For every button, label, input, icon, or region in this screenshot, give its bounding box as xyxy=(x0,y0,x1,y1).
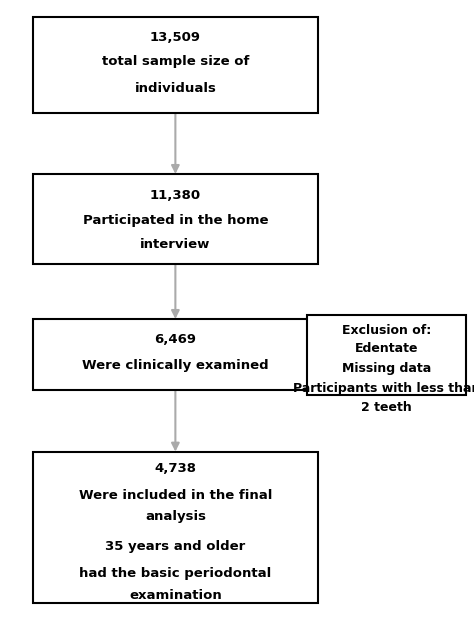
Text: Were clinically examined: Were clinically examined xyxy=(82,359,269,373)
Text: examination: examination xyxy=(129,589,222,602)
Text: analysis: analysis xyxy=(145,510,206,523)
Text: individuals: individuals xyxy=(135,81,216,95)
FancyBboxPatch shape xyxy=(33,452,318,603)
Text: Missing data: Missing data xyxy=(342,362,431,375)
Text: Participated in the home: Participated in the home xyxy=(82,213,268,227)
Text: 13,509: 13,509 xyxy=(150,30,201,44)
Text: 35 years and older: 35 years and older xyxy=(105,539,246,553)
Text: Were included in the final: Were included in the final xyxy=(79,489,272,502)
Text: total sample size of: total sample size of xyxy=(102,55,249,68)
Text: 6,469: 6,469 xyxy=(155,333,196,346)
FancyBboxPatch shape xyxy=(33,175,318,264)
FancyBboxPatch shape xyxy=(33,320,318,391)
Text: 11,380: 11,380 xyxy=(150,189,201,202)
Text: 2 teeth: 2 teeth xyxy=(361,401,412,415)
Text: interview: interview xyxy=(140,238,210,252)
FancyBboxPatch shape xyxy=(307,315,465,395)
FancyBboxPatch shape xyxy=(33,17,318,113)
Text: Exclusion of:: Exclusion of: xyxy=(342,323,431,337)
Text: Edentate: Edentate xyxy=(355,342,418,355)
Text: had the basic periodontal: had the basic periodontal xyxy=(79,567,272,581)
Text: 4,738: 4,738 xyxy=(155,462,196,475)
Text: Participants with less than: Participants with less than xyxy=(292,381,474,395)
